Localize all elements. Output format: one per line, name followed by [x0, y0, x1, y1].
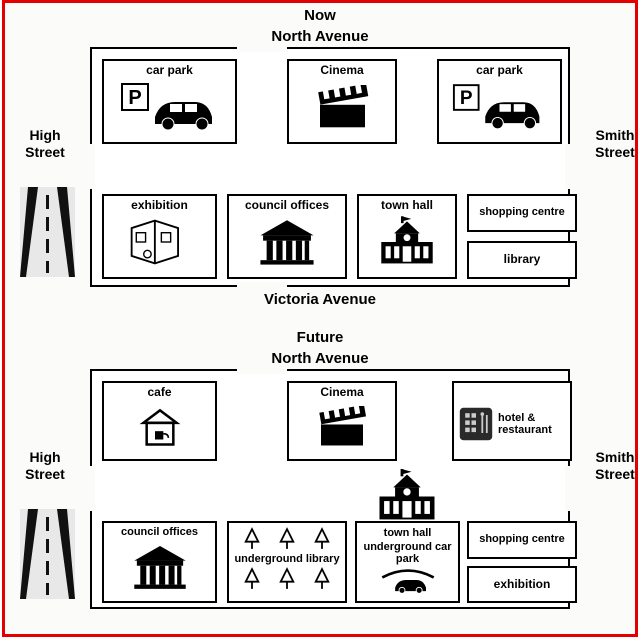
label: cafe: [104, 386, 215, 399]
label: exhibition: [104, 199, 215, 212]
townhall-carpark: town hall underground car park: [355, 521, 460, 603]
shopping-centre-future: shopping centre: [467, 521, 577, 559]
gallery-icon: [104, 212, 215, 272]
carpark-1: car park P: [102, 59, 237, 144]
smith-street-label: Smith Street: [585, 127, 640, 161]
civic-building-icon: [229, 212, 345, 272]
svg-text:P: P: [460, 88, 473, 109]
label: town hall: [359, 199, 455, 212]
label: council offices: [229, 199, 345, 212]
parking-car-icon: P: [439, 77, 560, 137]
council-offices: council offices: [227, 194, 347, 279]
map-block-now: car park P Cinema: [90, 47, 570, 287]
tree-icon: [243, 567, 261, 591]
now-north-avenue: North Avenue: [25, 26, 615, 47]
label: Smith Street: [595, 127, 635, 160]
future-title: Future: [25, 327, 615, 348]
carpark-2: car park P: [437, 59, 562, 144]
map-block-future: cafe Cinema: [90, 369, 570, 609]
label: car park: [439, 64, 560, 77]
cinema-future: Cinema: [287, 381, 397, 461]
svg-text:P: P: [128, 87, 141, 109]
now-title: Now: [25, 5, 615, 26]
label: car park: [104, 64, 235, 77]
cafe-icon: [104, 399, 215, 454]
tree-icon: [278, 527, 296, 551]
map-now: High Street Smith Street: [25, 47, 615, 287]
panel-future: Future North Avenue High Street Smith St…: [25, 327, 615, 609]
civic-building-icon: [104, 538, 215, 595]
road-icon: [20, 187, 75, 277]
garage-car-icon: [357, 565, 458, 595]
label: underground library: [229, 551, 345, 567]
clapperboard-icon: [289, 399, 395, 454]
council-offices-future: council offices: [102, 521, 217, 603]
exhibition-future: exhibition: [467, 566, 577, 603]
diagram-frame: Now North Avenue High Street Smith Stree…: [2, 0, 638, 637]
now-south-avenue: Victoria Avenue: [25, 289, 615, 310]
tree-row-top: [229, 523, 345, 551]
label: shopping centre: [469, 533, 575, 545]
label: High Street: [25, 449, 65, 482]
label: council offices: [104, 526, 215, 538]
tree-icon: [278, 567, 296, 591]
label: Cinema: [289, 64, 395, 77]
carpark-label: underground car park: [357, 541, 458, 565]
hotel-restaurant: hotel & restaurant: [452, 381, 572, 461]
townhall-icon-overlay: [372, 469, 442, 524]
shopping-centre: shopping centre: [467, 194, 577, 232]
underground-library: underground library: [227, 521, 347, 603]
clapperboard-icon: [289, 77, 395, 137]
tree-icon: [313, 527, 331, 551]
townhall-icon: [359, 212, 455, 272]
hotel-icon: [458, 406, 494, 442]
map-future: High Street Smith Street: [25, 369, 615, 609]
high-street-label: High Street: [15, 449, 75, 483]
high-street-label: High Street: [15, 127, 75, 161]
cafe: cafe: [102, 381, 217, 461]
future-north-avenue: North Avenue: [25, 348, 615, 369]
tree-icon: [313, 567, 331, 591]
tree-icon: [243, 527, 261, 551]
label: Smith Street: [595, 449, 635, 482]
library: library: [467, 241, 577, 279]
cinema: Cinema: [287, 59, 397, 144]
town-hall: town hall: [357, 194, 457, 279]
label: shopping centre: [469, 206, 575, 218]
townhall-label: town hall: [357, 527, 458, 539]
label: Cinema: [289, 386, 395, 399]
tree-row-bottom: [229, 567, 345, 591]
label: exhibition: [469, 578, 575, 591]
parking-car-icon: P: [104, 77, 235, 137]
smith-street-label: Smith Street: [585, 449, 640, 483]
panel-now: Now North Avenue High Street Smith Stree…: [25, 5, 615, 310]
label: library: [469, 253, 575, 266]
road-icon: [20, 509, 75, 599]
label: High Street: [25, 127, 65, 160]
exhibition: exhibition: [102, 194, 217, 279]
label: hotel & restaurant: [494, 412, 566, 436]
